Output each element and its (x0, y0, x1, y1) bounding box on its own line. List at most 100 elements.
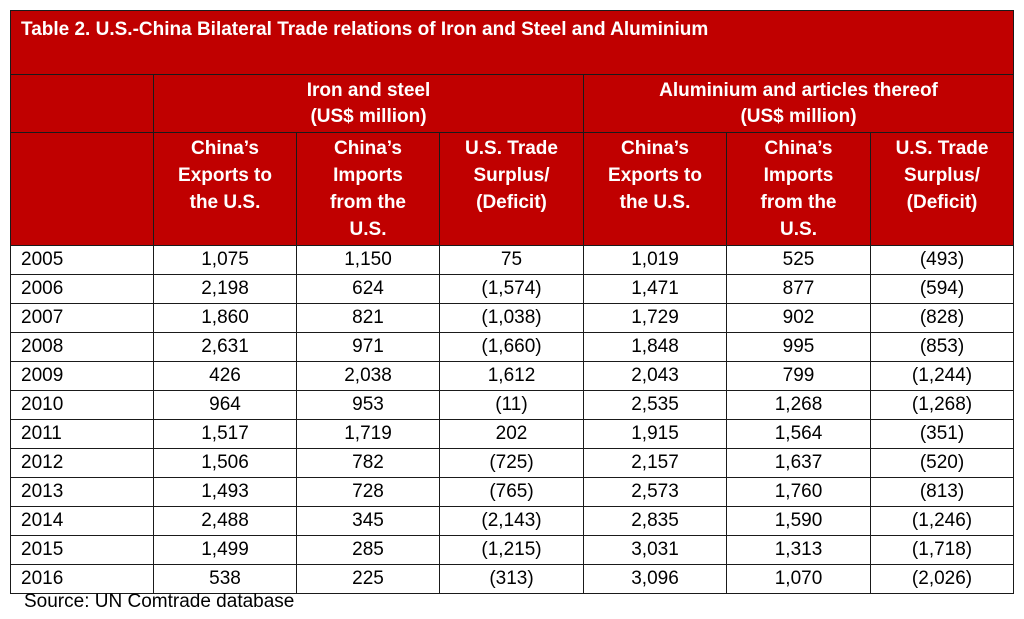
table-cell: 971 (296, 332, 440, 362)
group-header-row: Iron and steel (US$ million) Aluminium a… (10, 74, 1015, 133)
year-header-blank (10, 74, 154, 133)
table-cell: (813) (869, 477, 1015, 507)
table-cell: 1,719 (296, 419, 440, 449)
table-cell: (1,215) (439, 535, 584, 565)
trade-table-container: Table 2. U.S.-China Bilateral Trade rela… (9, 10, 1015, 594)
table-cell: 624 (296, 274, 440, 304)
table-row: 2006 2,198 624 (1,574) 1,471 877 (594) (10, 274, 1015, 304)
table-cell: 1,517 (153, 419, 297, 449)
title-row: Table 2. U.S.-China Bilateral Trade rela… (9, 10, 1015, 75)
table-cell: 1,637 (726, 448, 871, 478)
table-row: 2011 1,517 1,719 202 1,915 1,564 (351) (10, 419, 1015, 449)
table-cell: (2,026) (869, 564, 1015, 594)
col-header-iron-imports: China’s Imports from the U.S. (296, 132, 440, 246)
trade-table: Table 2. U.S.-China Bilateral Trade rela… (9, 10, 1015, 594)
table-cell: 1,070 (726, 564, 871, 594)
year-cell: 2016 (10, 564, 154, 594)
table-row: 2014 2,488 345 (2,143) 2,835 1,590 (1,24… (10, 506, 1015, 536)
col-header-alu-surplus: U.S. Trade Surplus/ (Deficit) (869, 132, 1015, 246)
table-cell: 1,564 (726, 419, 871, 449)
col-header-iron-exports: China’s Exports to the U.S. (153, 132, 297, 246)
table-row: 2007 1,860 821 (1,038) 1,729 902 (828) (10, 303, 1015, 333)
sub-header-row: China’s Exports to the U.S. China’s Impo… (10, 132, 1015, 246)
table-cell: 2,631 (153, 332, 297, 362)
table-cell: (1,574) (439, 274, 584, 304)
table-cell: 225 (296, 564, 440, 594)
table-cell: 1,471 (583, 274, 727, 304)
table-cell: 202 (439, 419, 584, 449)
table-cell: 1,506 (153, 448, 297, 478)
year-cell: 2014 (10, 506, 154, 536)
table-cell: (1,246) (869, 506, 1015, 536)
table-cell: (594) (869, 274, 1015, 304)
table-row: 2016 538 225 (313) 3,096 1,070 (2,026) (10, 564, 1015, 594)
table-cell: 821 (296, 303, 440, 333)
table-cell: (1,660) (439, 332, 584, 362)
table-cell: (2,143) (439, 506, 584, 536)
year-cell: 2009 (10, 361, 154, 391)
table-cell: 1,760 (726, 477, 871, 507)
group-header-iron-steel: Iron and steel (US$ million) (153, 74, 584, 133)
table-cell: 2,038 (296, 361, 440, 391)
table-cell: 877 (726, 274, 871, 304)
table-cell: 2,488 (153, 506, 297, 536)
year-cell: 2008 (10, 332, 154, 362)
table-cell: (313) (439, 564, 584, 594)
table-cell: 3,096 (583, 564, 727, 594)
table-cell: 728 (296, 477, 440, 507)
table-cell: 1,612 (439, 361, 584, 391)
table-row: 2013 1,493 728 (765) 2,573 1,760 (813) (10, 477, 1015, 507)
table-cell: (828) (869, 303, 1015, 333)
group-header-aluminium: Aluminium and articles thereof (US$ mill… (582, 74, 1015, 133)
table-cell: (853) (869, 332, 1015, 362)
table-cell: (351) (869, 419, 1015, 449)
table-row: 2008 2,631 971 (1,660) 1,848 995 (853) (10, 332, 1015, 362)
table-cell: 3,031 (583, 535, 727, 565)
table-cell: (1,718) (869, 535, 1015, 565)
col-header-alu-exports: China’s Exports to the U.S. (583, 132, 727, 246)
table-cell: 1,313 (726, 535, 871, 565)
table-cell: 1,019 (583, 245, 727, 275)
table-cell: 2,157 (583, 448, 727, 478)
table-cell: (520) (869, 448, 1015, 478)
source-note: Source: UN Comtrade database (24, 591, 295, 612)
table-cell: (1,268) (869, 390, 1015, 420)
table-cell: 538 (153, 564, 297, 594)
table-cell: 953 (296, 390, 440, 420)
col-header-alu-imports: China’s Imports from the U.S. (726, 132, 871, 246)
year-cell: 2012 (10, 448, 154, 478)
table-cell: 1,268 (726, 390, 871, 420)
table-cell: 426 (153, 361, 297, 391)
table-cell: 799 (726, 361, 871, 391)
table-cell: 345 (296, 506, 440, 536)
table-cell: (1,244) (869, 361, 1015, 391)
table-cell: (11) (439, 390, 584, 420)
table-cell: 1,590 (726, 506, 871, 536)
table-cell: 1,150 (296, 245, 440, 275)
table-cell: (725) (439, 448, 584, 478)
table-cell: 964 (153, 390, 297, 420)
table-row: 2005 1,075 1,150 75 1,019 525 (493) (10, 245, 1015, 275)
table-cell: 1,499 (153, 535, 297, 565)
table-cell: 1,848 (583, 332, 727, 362)
table-row: 2012 1,506 782 (725) 2,157 1,637 (520) (10, 448, 1015, 478)
year-cell: 2013 (10, 477, 154, 507)
table-cell: 1,860 (153, 303, 297, 333)
year-cell: 2011 (10, 419, 154, 449)
year-cell: 2015 (10, 535, 154, 565)
year-cell: 2007 (10, 303, 154, 333)
table-row: 2010 964 953 (11) 2,535 1,268 (1,268) (10, 390, 1015, 420)
table-cell: 1,493 (153, 477, 297, 507)
table-cell: 75 (439, 245, 584, 275)
table-cell: 1,729 (583, 303, 727, 333)
table-cell: 2,835 (583, 506, 727, 536)
table-row: 2009 426 2,038 1,612 2,043 799 (1,244) (10, 361, 1015, 391)
table-cell: (493) (869, 245, 1015, 275)
table-cell: (1,038) (439, 303, 584, 333)
table-title: Table 2. U.S.-China Bilateral Trade rela… (9, 10, 1015, 75)
table-row: 2015 1,499 285 (1,215) 3,031 1,313 (1,71… (10, 535, 1015, 565)
table-cell: 525 (726, 245, 871, 275)
col-header-iron-surplus: U.S. Trade Surplus/ (Deficit) (439, 132, 584, 246)
table-cell: 1,915 (583, 419, 727, 449)
year-cell: 2005 (10, 245, 154, 275)
